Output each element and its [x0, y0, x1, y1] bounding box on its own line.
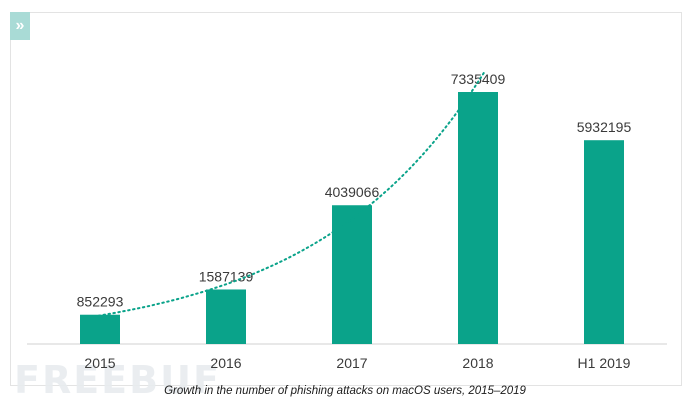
bar-2017 — [332, 205, 372, 344]
data-label: 852293 — [77, 294, 124, 310]
data-label: 1587139 — [199, 268, 254, 284]
x-tick-label: 2018 — [462, 355, 493, 371]
data-label: 7335409 — [451, 71, 506, 87]
x-tick-label: 2015 — [84, 355, 115, 371]
x-tick-label: H1 2019 — [578, 355, 631, 371]
data-label: 5932195 — [577, 119, 632, 135]
x-tick-label: 2017 — [336, 355, 367, 371]
x-tick-label: 2016 — [210, 355, 241, 371]
bar-2016 — [206, 289, 246, 344]
trendline — [92, 71, 486, 318]
double-chevron-right-icon[interactable]: » — [10, 12, 30, 40]
watermark-text: FREEBUF — [14, 358, 221, 402]
bar-chart: 852293 2015 1587139 2016 4039066 2017 7335409 2… — [27, 71, 667, 371]
bar-2015 — [80, 314, 120, 344]
chart-caption: Growth in the number of phishing attacks… — [164, 385, 526, 397]
data-label: 4039066 — [325, 184, 380, 200]
bar-2018 — [458, 92, 498, 344]
bar-h1-2019 — [584, 140, 624, 344]
